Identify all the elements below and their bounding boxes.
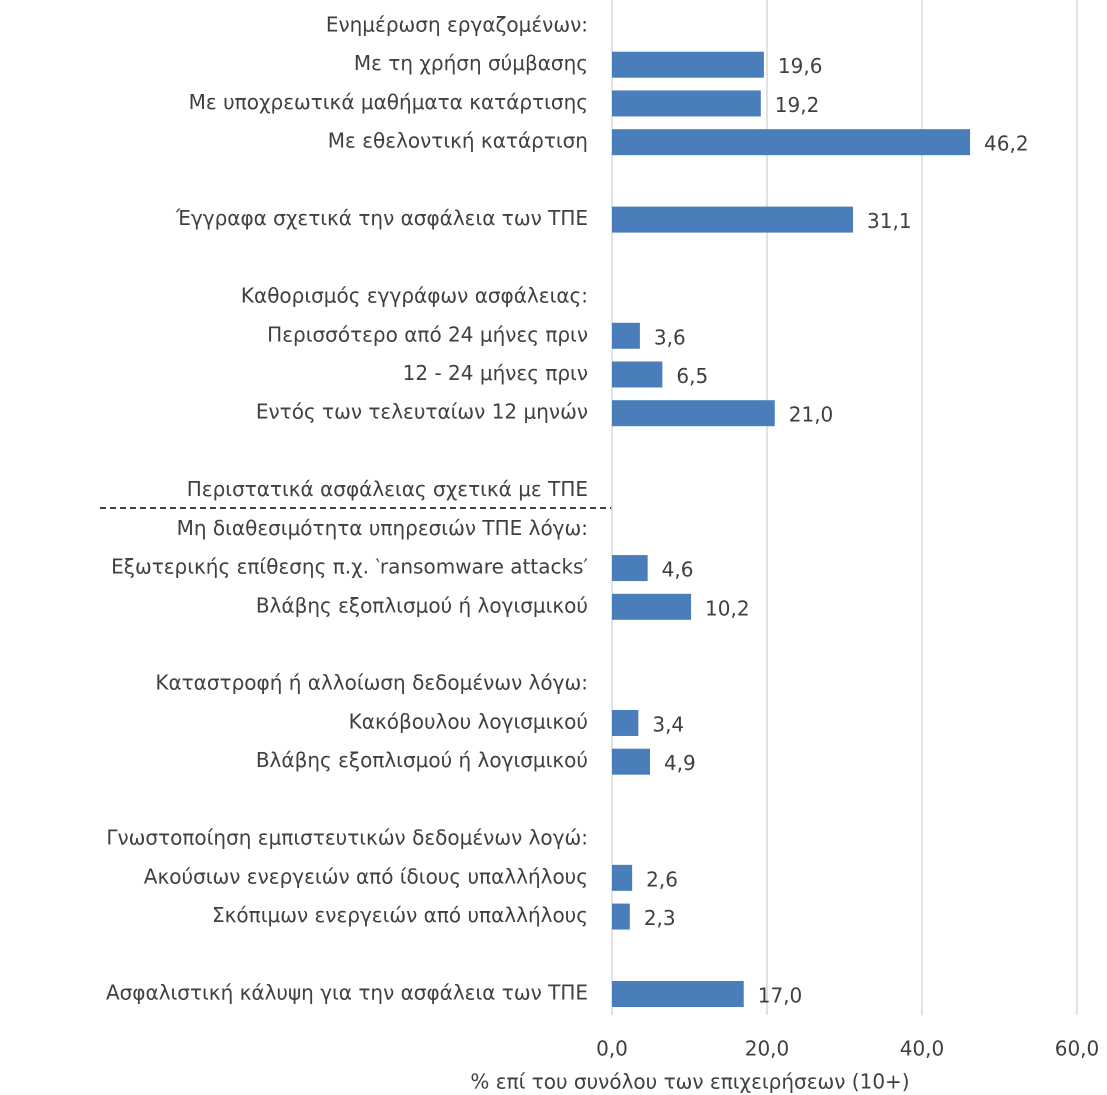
- category-label: Ακούσιων ενεργειών από ίδιους υπαλλήλους: [144, 864, 588, 888]
- bar: [612, 981, 744, 1007]
- category-label: Έγγραφα σχετικά την ασφάλεια των ΤΠΕ: [175, 206, 588, 230]
- bar: [612, 748, 650, 775]
- category-label: Περιστατικά ασφάλειας σχετικά με ΤΠΕ: [187, 477, 588, 501]
- category-label: Γνωστοποίηση εμπιστευτικών δεδομένων λογ…: [106, 826, 588, 850]
- value-label: 4,6: [662, 558, 694, 582]
- bar: [612, 864, 633, 891]
- bar: [612, 593, 692, 620]
- category-label: Βλάβης εξοπλισμού ή λογισμικού: [256, 593, 588, 617]
- category-label: 12 - 24 μήνες πριν: [403, 361, 588, 385]
- value-label: 2,3: [644, 906, 676, 930]
- category-label: Καταστροφή ή αλλοίωση δεδομένων λόγω:: [155, 671, 588, 695]
- value-label: 19,6: [778, 54, 823, 78]
- value-label: 4,9: [664, 751, 696, 775]
- category-label: Κακόβουλου λογισμικού: [349, 709, 588, 733]
- category-label: Εξωτερικής επίθεσης π.χ. ‵ransomware att…: [111, 555, 588, 579]
- bar: [612, 90, 761, 117]
- x-tick-label: 60,0: [1055, 1037, 1100, 1061]
- x-tick-label: 40,0: [900, 1037, 945, 1061]
- bar: [612, 903, 630, 930]
- bar: [612, 400, 775, 427]
- category-label: Σκόπιμων ενεργειών από υπαλλήλους: [212, 903, 588, 927]
- bar: [612, 555, 648, 582]
- value-label: 3,4: [652, 712, 684, 736]
- value-label: 17,0: [758, 984, 803, 1008]
- x-axis-label: % επί του συνόλου των επιχειρήσεων (10+): [470, 1070, 909, 1094]
- category-label: Περισσότερο από 24 μήνες πριν: [267, 322, 588, 346]
- category-label: Ασφαλιστική κάλυψη για την ασφάλεια των …: [106, 981, 588, 1005]
- bar: [612, 129, 971, 156]
- x-tick-label: 20,0: [745, 1037, 790, 1061]
- bar: [612, 206, 854, 233]
- category-label: Καθορισμός εγγράφων ασφάλειας:: [241, 284, 588, 308]
- value-label: 46,2: [984, 132, 1029, 156]
- value-label: 10,2: [705, 596, 750, 620]
- value-label: 19,2: [775, 93, 820, 117]
- category-label: Βλάβης εξοπλισμού ή λογισμικού: [256, 748, 588, 772]
- value-label: 2,6: [646, 867, 678, 891]
- value-label: 31,1: [867, 209, 912, 233]
- value-label: 6,5: [676, 364, 708, 388]
- category-label: Με υποχρεωτικά μαθήματα κατάρτισης: [189, 90, 588, 114]
- bar: [612, 51, 764, 78]
- bar: [612, 322, 640, 349]
- category-label: Μη διαθεσιμότητα υπηρεσιών ΤΠΕ λόγω:: [177, 516, 588, 540]
- bar: [612, 361, 663, 388]
- category-label: Με εθελοντική κατάρτιση: [328, 129, 588, 153]
- category-label: Ενημέρωση εργαζομένων:: [326, 13, 588, 37]
- value-label: 3,6: [654, 325, 686, 349]
- category-label: Εντός των τελευταίων 12 μηνών: [256, 400, 588, 424]
- value-label: 21,0: [789, 403, 834, 427]
- x-tick-label: 0,0: [596, 1037, 628, 1061]
- bar: [612, 709, 639, 736]
- category-label: Με τη χρήση σύμβασης: [354, 51, 588, 75]
